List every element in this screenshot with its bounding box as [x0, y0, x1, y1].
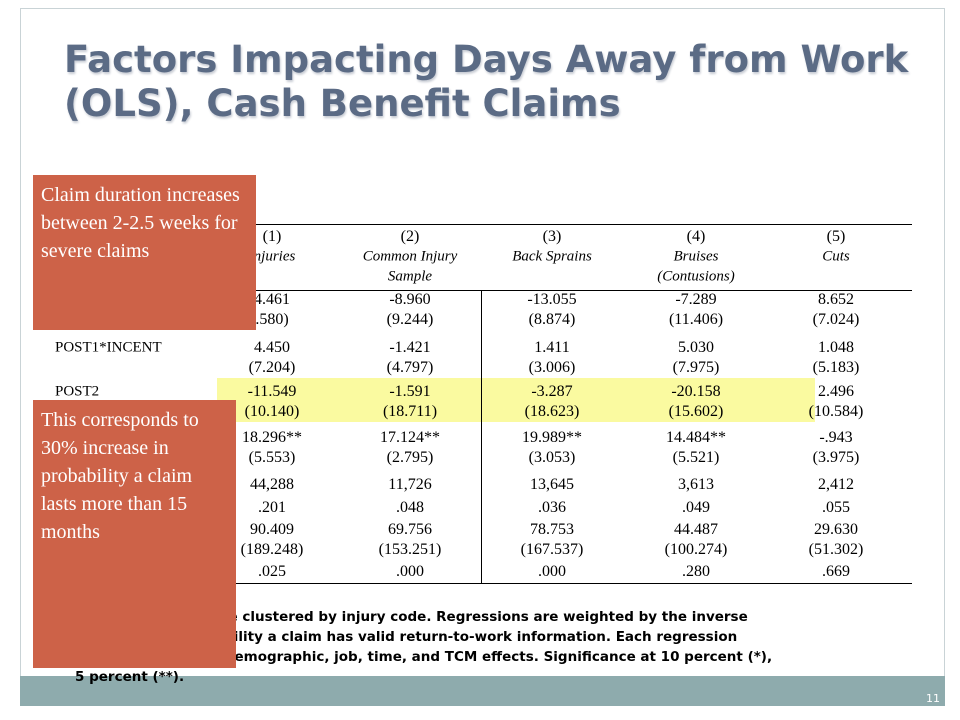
coefficient: -20.158 [671, 383, 721, 400]
callout-box: Claim duration increases between 2-2.5 w… [33, 175, 256, 330]
standard-error: (10.584) [808, 403, 864, 420]
coefficient: .055 [822, 499, 850, 516]
callout-box: This corresponds to 30% increase in prob… [33, 400, 236, 668]
coefficient: -13.055 [527, 291, 577, 308]
coefficient: 1.411 [534, 339, 570, 356]
coefficient: .201 [258, 499, 286, 516]
coefficient: 2.496 [818, 383, 854, 400]
column-name: Back Sprains [512, 248, 592, 265]
coefficient: 4.461 [254, 291, 290, 308]
page-number: 11 [926, 692, 940, 705]
coefficient: .036 [538, 499, 566, 516]
coefficient: .000 [538, 563, 566, 580]
coefficient: .280 [682, 563, 710, 580]
standard-error: (51.302) [808, 541, 864, 558]
standard-error: (7.975) [672, 359, 720, 376]
standard-error: .580) [255, 311, 289, 328]
standard-error: (18.711) [382, 403, 438, 420]
coefficient: 1.048 [818, 339, 854, 356]
coefficient: 4.450 [254, 339, 290, 356]
standard-error: (5.183) [812, 359, 860, 376]
coefficient: 69.756 [388, 521, 432, 538]
standard-error: (15.602) [668, 403, 724, 420]
coefficient: .025 [258, 563, 286, 580]
column-name: Cuts [822, 248, 850, 265]
coefficient: .048 [396, 499, 424, 516]
coefficient: 19.989** [522, 429, 582, 446]
coefficient: 90.409 [250, 521, 294, 538]
row-label: POST2 [55, 383, 100, 400]
coefficient: 44,288 [250, 476, 294, 493]
standard-error: (189.248) [240, 541, 304, 558]
standard-error: (10.140) [244, 403, 300, 420]
coefficient: -1.591 [389, 383, 431, 400]
coefficient: .669 [822, 563, 850, 580]
coefficient: 44.487 [674, 521, 718, 538]
standard-error: (5.553) [248, 449, 296, 466]
footnote-line: ability a claim has valid return-to-work… [215, 629, 738, 645]
column-number: (3) [542, 228, 562, 245]
coefficient: 14.484** [666, 429, 726, 446]
column-number: (4) [686, 228, 706, 245]
standard-error: (11.406) [668, 311, 724, 328]
coefficient: 5.030 [678, 339, 714, 356]
standard-error: (8.874) [528, 311, 576, 328]
table-rule [50, 583, 912, 584]
title-line: Factors Impacting Days Away from Work [64, 38, 909, 81]
standard-error: (3.053) [528, 449, 576, 466]
row-label: POST1*INCENT [55, 339, 162, 356]
table-rule [50, 224, 912, 225]
coefficient: -8.960 [389, 291, 431, 308]
coefficient: 11,726 [388, 476, 432, 493]
coefficient: 3,613 [678, 476, 714, 493]
footnote-line: s are clustered by injury code. Regressi… [200, 609, 748, 625]
standard-error: (167.537) [520, 541, 584, 558]
coefficient: -.943 [819, 429, 853, 446]
standard-error: (9.244) [386, 311, 434, 328]
footnote-line: 5 percent (**). [75, 669, 185, 685]
standard-error: (153.251) [378, 541, 442, 558]
column-number: (2) [400, 228, 420, 245]
coefficient: -11.549 [247, 383, 297, 400]
standard-error: (3.975) [812, 449, 860, 466]
standard-error: (4.797) [386, 359, 434, 376]
column-name: Bruises [673, 248, 719, 265]
standard-error: (18.623) [524, 403, 580, 420]
footer-bar [20, 676, 945, 706]
standard-error: (7.024) [812, 311, 860, 328]
coefficient: .000 [396, 563, 424, 580]
standard-error: (100.274) [664, 541, 728, 558]
standard-error: (5.521) [672, 449, 720, 466]
standard-error: (2.795) [386, 449, 434, 466]
column-number: (1) [262, 228, 282, 245]
coefficient: 18.296** [242, 429, 302, 446]
column-name: (Contusions) [657, 268, 735, 285]
coefficient: 8.652 [818, 291, 854, 308]
coefficient: 78.753 [530, 521, 574, 538]
table-divider [481, 290, 482, 583]
coefficient: 2,412 [818, 476, 854, 493]
standard-error: (3.006) [528, 359, 576, 376]
coefficient: -7.289 [675, 291, 717, 308]
footnote-line: , demographic, job, time, and TCM effect… [215, 649, 773, 665]
coefficient: -3.287 [531, 383, 573, 400]
coefficient: -1.421 [389, 339, 431, 356]
row-highlight [217, 378, 815, 422]
column-number: (5) [826, 228, 846, 245]
column-name: Sample [387, 268, 433, 285]
coefficient: 13,645 [530, 476, 574, 493]
coefficient: 29.630 [814, 521, 858, 538]
coefficient: .049 [682, 499, 710, 516]
standard-error: (7.204) [248, 359, 296, 376]
coefficient: 17.124** [380, 429, 440, 446]
title-line: (OLS), Cash Benefit Claims [64, 82, 621, 125]
column-name: Injuries [248, 248, 296, 265]
column-name: Common Injury [362, 248, 458, 265]
